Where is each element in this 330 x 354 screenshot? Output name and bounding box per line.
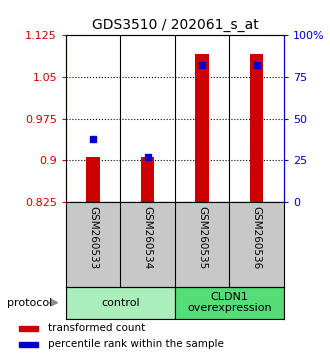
Text: control: control — [101, 298, 140, 308]
Bar — [19, 326, 38, 331]
Bar — [250, 54, 263, 202]
Bar — [195, 54, 209, 202]
Text: percentile rank within the sample: percentile rank within the sample — [48, 339, 224, 349]
Bar — [86, 157, 100, 202]
Text: GSM260536: GSM260536 — [251, 206, 262, 269]
Bar — [141, 157, 154, 202]
Text: transformed count: transformed count — [48, 324, 145, 333]
Text: GSM260535: GSM260535 — [197, 206, 207, 269]
Text: CLDN1
overexpression: CLDN1 overexpression — [187, 292, 272, 314]
Text: GSM260534: GSM260534 — [143, 206, 153, 269]
Title: GDS3510 / 202061_s_at: GDS3510 / 202061_s_at — [91, 18, 258, 32]
Bar — [19, 342, 38, 347]
Text: protocol: protocol — [7, 298, 52, 308]
Bar — [66, 287, 175, 319]
Bar — [175, 287, 284, 319]
Text: GSM260533: GSM260533 — [88, 206, 98, 269]
